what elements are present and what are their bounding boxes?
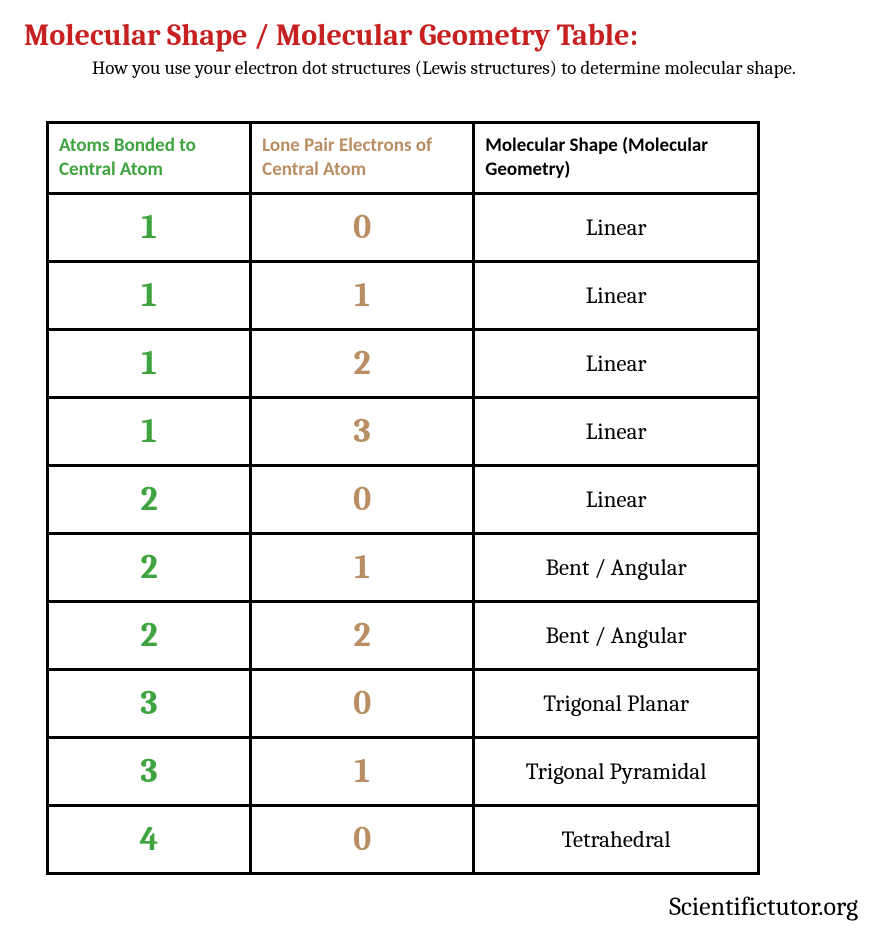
cell-lone: 0 [251,669,474,737]
geometry-table: Atoms Bonded to Central Atom Lone Pair E… [46,121,760,875]
cell-lone: 0 [251,193,474,261]
page-subtitle: How you use your electron dot structures… [92,57,872,79]
table-header-row: Atoms Bonded to Central Atom Lone Pair E… [48,123,759,194]
cell-atoms: 3 [48,669,251,737]
table-row: 2 1 Bent / Angular [48,533,759,601]
cell-lone: 1 [251,737,474,805]
table-row: 1 3 Linear [48,397,759,465]
cell-shape: Linear [474,397,759,465]
cell-shape: Bent / Angular [474,533,759,601]
page-title: Molecular Shape / Molecular Geometry Tab… [24,18,872,53]
cell-lone: 0 [251,805,474,873]
cell-shape: Tetrahedral [474,805,759,873]
cell-atoms: 4 [48,805,251,873]
table-row: 3 1 Trigonal Pyramidal [48,737,759,805]
cell-lone: 3 [251,397,474,465]
cell-lone: 0 [251,465,474,533]
cell-shape: Linear [474,465,759,533]
table-row: 3 0 Trigonal Planar [48,669,759,737]
cell-lone: 1 [251,261,474,329]
table-row: 1 0 Linear [48,193,759,261]
cell-lone: 1 [251,533,474,601]
cell-shape: Linear [474,329,759,397]
cell-shape: Linear [474,193,759,261]
geometry-table-wrap: Atoms Bonded to Central Atom Lone Pair E… [46,121,872,875]
table-row: 2 2 Bent / Angular [48,601,759,669]
cell-atoms: 3 [48,737,251,805]
col-header-atoms: Atoms Bonded to Central Atom [48,123,251,194]
table-row: 2 0 Linear [48,465,759,533]
cell-shape: Trigonal Planar [474,669,759,737]
cell-atoms: 2 [48,533,251,601]
cell-atoms: 2 [48,465,251,533]
table-row: 4 0 Tetrahedral [48,805,759,873]
table-row: 1 2 Linear [48,329,759,397]
cell-shape: Bent / Angular [474,601,759,669]
cell-lone: 2 [251,329,474,397]
cell-shape: Trigonal Pyramidal [474,737,759,805]
cell-atoms: 1 [48,193,251,261]
col-header-lone-pairs: Lone Pair Electrons of Central Atom [251,123,474,194]
cell-lone: 2 [251,601,474,669]
cell-shape: Linear [474,261,759,329]
table-row: 1 1 Linear [48,261,759,329]
cell-atoms: 1 [48,397,251,465]
source-attribution: Scientifictutor.org [669,892,858,922]
cell-atoms: 1 [48,261,251,329]
cell-atoms: 1 [48,329,251,397]
cell-atoms: 2 [48,601,251,669]
col-header-shape: Molecular Shape (Molecular Geometry) [474,123,759,194]
